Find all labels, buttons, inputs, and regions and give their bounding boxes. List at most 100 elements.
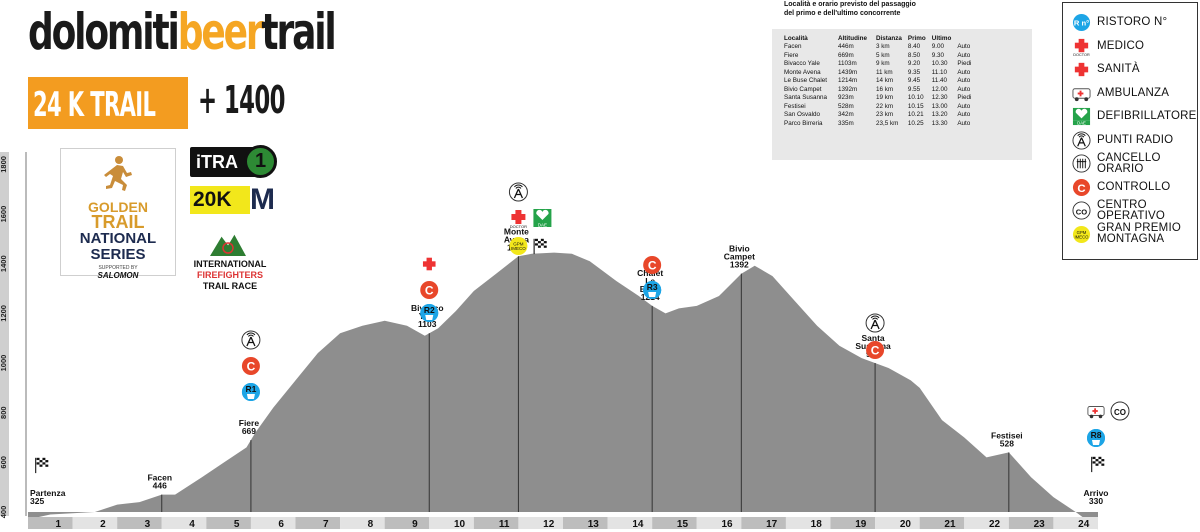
x-axis-segment	[384, 517, 430, 529]
legend-item: DOCTOR MEDICO	[1071, 35, 1197, 59]
timetable-cell: 13.20	[931, 111, 948, 118]
operations-center-icon: CO	[1071, 201, 1091, 221]
golden-line2: TRAIL	[91, 212, 145, 232]
y-tick-label: 1600	[0, 206, 8, 223]
defibrillator-icon: DAE	[1071, 107, 1091, 127]
control-icon: C	[241, 357, 260, 375]
timetable-cell: Facen	[784, 43, 802, 50]
race-name: 24 K TRAIL	[32, 85, 156, 125]
timetable-cell: Parco Birreria	[784, 119, 823, 127]
cup-icon	[1092, 440, 1100, 445]
timetable-cell: Monte Avena	[784, 68, 821, 76]
y-tick-label: 800	[0, 406, 8, 419]
x-tick-label: 23	[1034, 519, 1046, 530]
golden-line4: SERIES	[90, 246, 146, 263]
legend-item: PUNTI RADIO	[1071, 129, 1197, 153]
timetable-cell: 10.15	[907, 102, 924, 110]
timetable-cell: 14 km	[876, 77, 894, 84]
sponsor-name: SALOMON	[97, 271, 139, 280]
x-tick-label: 8	[368, 519, 374, 530]
timetable-cell: 8.50	[907, 51, 921, 59]
finish-flag-icon	[1091, 456, 1105, 473]
legend-label: CANCELLO ORARIO	[1097, 151, 1161, 175]
timetable-cell: 9.55	[907, 85, 921, 93]
svg-text:C: C	[871, 344, 880, 358]
elevation-gain: + 1400	[198, 78, 286, 122]
x-axis-segment	[340, 517, 385, 529]
timetable-cell: 5 km	[876, 51, 890, 59]
timetable-cell: 1439m	[838, 68, 858, 76]
y-tick-label: 1800	[0, 156, 8, 173]
x-axis-segment	[964, 517, 1009, 529]
svg-text:DAE: DAE	[1077, 121, 1086, 126]
x-axis-segment	[28, 517, 73, 529]
svg-text:C: C	[1077, 183, 1085, 195]
waypoint-name: Bivio	[729, 244, 750, 254]
svg-text:DAE: DAE	[538, 223, 547, 228]
svg-text:CO: CO	[1114, 408, 1126, 417]
x-tick-label: 1	[56, 519, 62, 530]
legend-label: RISTORO N°	[1097, 16, 1168, 29]
svg-text:DOCTOR: DOCTOR	[510, 224, 527, 229]
y-tick-label: 1400	[0, 255, 8, 272]
timetable-row: Santa Susanna 923m 19 km 10.10 12.30 Piedi	[784, 94, 977, 103]
timetable: Località Altitudine Distanza Primo Ultimo Fa…	[772, 29, 1032, 160]
timetable-cell: 342m	[838, 111, 854, 118]
waypoint-name: Partenza	[30, 488, 66, 498]
timetable-row: San Osvaldo 342m 23 km 10.21 13.20 Auto	[784, 111, 977, 120]
control-icon: C	[1071, 177, 1091, 197]
svg-text:R n°: R n°	[1073, 19, 1088, 28]
x-tick-label: 7	[323, 519, 329, 530]
svg-text:CO: CO	[1075, 208, 1086, 217]
timetable-cell: 9.20	[907, 60, 921, 67]
timetable-cell: 1214m	[838, 77, 858, 84]
x-tick-label: 18	[811, 519, 823, 530]
x-axis-segment	[563, 517, 608, 529]
x-axis-segment	[117, 517, 162, 529]
timetable-cell: Auto	[957, 51, 971, 59]
timetable-cell: 11.10	[931, 68, 948, 76]
health-cross-icon	[422, 257, 436, 271]
timetable-cell: 8.40	[907, 43, 921, 50]
elevation-area	[28, 252, 1098, 530]
x-axis-segment	[295, 517, 341, 529]
timetable-row: Facen 446m 3 km 8.40 9.00 Auto	[784, 43, 977, 52]
radio-icon	[241, 330, 261, 350]
timetable-header-cell: Località	[784, 35, 808, 42]
medic-icon: DOCTOR	[510, 210, 527, 229]
waypoint-altitude: 330	[1089, 496, 1103, 506]
x-tick-label: 17	[766, 519, 778, 530]
waypoint-name: Monte	[504, 226, 529, 236]
y-axis-bar	[0, 152, 9, 516]
legend-item: C CONTROLLO	[1071, 176, 1197, 200]
y-tick-label: 1000	[0, 355, 8, 372]
waypoint-name: Festisei	[991, 430, 1023, 440]
health-cross-icon	[1071, 60, 1091, 80]
legend-label: DEFIBRILLATORE	[1097, 110, 1197, 123]
waypoint-name: Campet	[724, 252, 755, 262]
cup-icon	[246, 394, 255, 399]
x-axis-segment	[161, 517, 207, 529]
refreshment-label: R8	[1091, 430, 1102, 440]
timetable-cell: Piedi	[957, 94, 972, 101]
radio-icon	[1071, 130, 1091, 150]
timetable-row: Fiere 669m 5 km 8.50 9.30 Auto	[784, 52, 977, 61]
iff-line1: INTERNATIONAL	[193, 259, 267, 269]
timetable-header-cell: Ultimo	[931, 35, 952, 42]
x-tick-label: 11	[499, 519, 510, 530]
refreshment-label: R3	[647, 282, 658, 292]
timetable-cell: Auto	[957, 68, 971, 76]
x-axis-segment	[741, 517, 786, 529]
km-label: 20K	[190, 186, 250, 214]
timetable-cell: 11.40	[931, 77, 948, 84]
golden-line3: NATIONAL	[79, 230, 157, 247]
x-axis-segment	[1053, 517, 1098, 529]
refreshment-badge	[241, 383, 260, 401]
timetable-cell: Fiere	[784, 51, 799, 59]
waypoint-name: Fiere	[239, 418, 260, 428]
legend-label: AMBULANZA	[1097, 86, 1170, 99]
legend-item: CANCELLO ORARIO	[1071, 152, 1197, 176]
x-tick-label: 2	[100, 519, 106, 530]
refreshment-badge	[1087, 429, 1105, 447]
